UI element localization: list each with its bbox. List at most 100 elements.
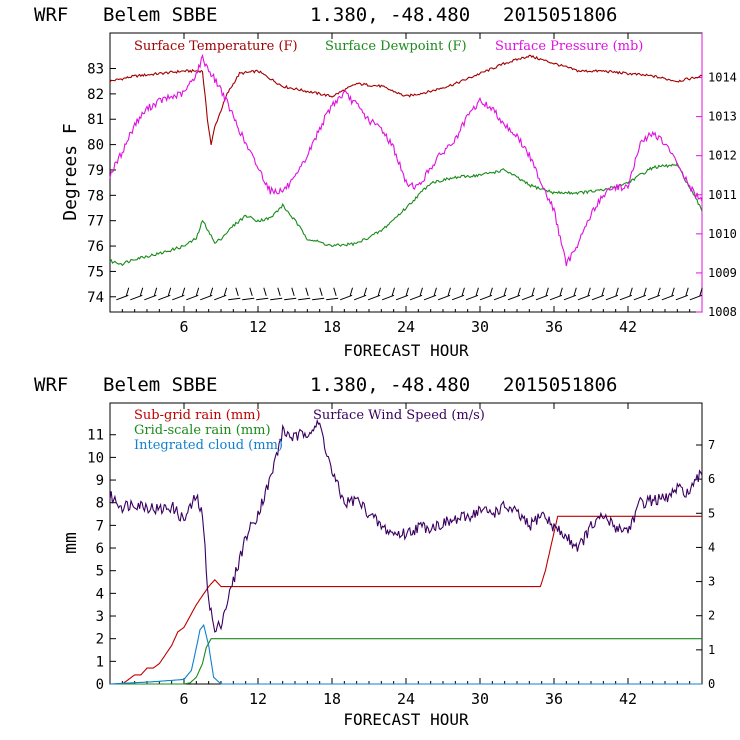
wind-barb xyxy=(661,287,675,301)
series-line-surface-temperature-f xyxy=(109,54,703,146)
y-left-tick-label: 76 xyxy=(87,239,104,255)
y-left-tick-label: 8 xyxy=(96,496,104,512)
wind-barb xyxy=(493,287,507,301)
y-left-tick-label: 6 xyxy=(96,541,104,557)
bottom-init-time: 2015051806 xyxy=(503,374,617,396)
wind-barb xyxy=(326,287,339,301)
wind-barb xyxy=(298,287,311,301)
bottom-xlabel: FORECAST HOUR xyxy=(343,710,469,729)
wind-barb xyxy=(451,287,465,301)
y-right-tick-label: 1009 xyxy=(708,266,737,280)
wind-barb xyxy=(437,287,451,301)
y-left-tick-label: 9 xyxy=(96,473,104,489)
series-line-integrated-cloud-mm xyxy=(109,623,702,685)
y-right-tick-label: 1014 xyxy=(708,71,737,85)
x-tick-label: 42 xyxy=(619,318,637,336)
wind-barb xyxy=(689,287,703,301)
wind-barb xyxy=(312,287,325,301)
wind-barb xyxy=(395,287,409,301)
series-line-grid-scale-rain-mm xyxy=(110,638,702,685)
y-right-tick-label: 6 xyxy=(708,472,715,486)
y-right-tick-label: 1012 xyxy=(708,149,737,163)
y-right-tick-label: 1010 xyxy=(708,227,737,241)
x-tick-label: 36 xyxy=(545,690,563,708)
y-right-tick-label: 1013 xyxy=(708,110,737,124)
wind-barb xyxy=(116,287,130,301)
wind-barb xyxy=(633,287,647,301)
bottom-model: WRF xyxy=(34,374,68,396)
y-left-tick-label: 78 xyxy=(87,188,104,204)
wind-barb xyxy=(186,287,200,301)
y-right-tick-label: 5 xyxy=(708,506,715,520)
top-legend-temp: Surface Temperature (F) xyxy=(134,39,298,54)
top-panel: WRF Belem SBBE 1.380, -48.480 2015051806… xyxy=(34,4,737,360)
y-right-tick-label: 1 xyxy=(708,643,715,657)
y-right-tick-label: 1008 xyxy=(708,305,737,319)
series-line-surface-pressure-mb xyxy=(109,53,703,267)
y-right-tick-label: 2 xyxy=(708,609,715,623)
y-right-tick-label: 4 xyxy=(708,540,715,554)
x-tick-label: 36 xyxy=(545,318,563,336)
wind-barb xyxy=(577,287,591,301)
wind-barb xyxy=(521,287,535,301)
y-left-tick-label: 4 xyxy=(96,586,104,602)
x-tick-label: 24 xyxy=(397,690,415,708)
wind-barb xyxy=(465,287,479,301)
y-left-tick-label: 82 xyxy=(87,87,104,103)
wind-barb xyxy=(284,287,297,301)
y-left-tick-label: 81 xyxy=(87,112,104,128)
wind-barb xyxy=(675,287,689,301)
y-left-tick-label: 2 xyxy=(96,632,104,648)
y-right-tick-label: 7 xyxy=(708,438,715,452)
wind-barb xyxy=(591,287,605,301)
y-left-tick-label: 74 xyxy=(87,290,104,306)
bottom-panel: WRF Belem SBBE 1.380, -48.480 2015051806… xyxy=(34,374,715,729)
y-left-tick-label: 10 xyxy=(87,450,104,466)
wind-barb xyxy=(367,287,381,301)
y-left-tick-label: 5 xyxy=(96,564,104,580)
bottom-legend-cloud: Integrated cloud (mm) xyxy=(134,438,283,453)
top-legend-dew: Surface Dewpoint (F) xyxy=(325,39,467,54)
wind-barbs xyxy=(116,287,703,301)
top-init-time: 2015051806 xyxy=(503,4,617,26)
bottom-station: Belem SBBE xyxy=(103,374,217,396)
y-left-tick-label: 80 xyxy=(87,138,104,154)
y-right-tick-label: 1011 xyxy=(708,188,737,202)
series-line-sub-grid-rain-mm xyxy=(110,515,702,685)
wind-barb xyxy=(479,287,493,301)
y-left-tick-label: 11 xyxy=(87,428,104,444)
x-tick-label: 6 xyxy=(179,690,188,708)
wind-barb xyxy=(200,287,214,301)
bottom-legend-wind: Surface Wind Speed (m/s) xyxy=(313,408,485,423)
y-right-tick-label: 0 xyxy=(708,677,715,691)
x-tick-label: 12 xyxy=(249,690,267,708)
y-left-tick-label: 79 xyxy=(87,163,104,179)
x-tick-label: 24 xyxy=(397,318,415,336)
top-coords: 1.380, -48.480 xyxy=(310,4,470,26)
x-tick-label: 30 xyxy=(471,690,489,708)
x-tick-label: 18 xyxy=(323,318,341,336)
top-model: WRF xyxy=(34,4,68,26)
wind-barb xyxy=(214,287,228,301)
y-left-tick-label: 0 xyxy=(96,677,104,693)
wind-barb xyxy=(605,287,619,301)
y-left-tick-label: 1 xyxy=(96,654,104,670)
wind-barb xyxy=(381,287,395,301)
x-tick-label: 6 xyxy=(179,318,188,336)
wind-barb xyxy=(270,287,283,301)
x-tick-label: 30 xyxy=(471,318,489,336)
wind-barb xyxy=(228,287,241,301)
wind-barb xyxy=(353,287,368,301)
x-tick-label: 12 xyxy=(249,318,267,336)
y-left-tick-label: 83 xyxy=(87,62,104,78)
wind-barb xyxy=(409,287,423,301)
y-left-tick-label: 75 xyxy=(87,264,104,280)
y-left-tick-label: 7 xyxy=(96,518,104,534)
wind-barb xyxy=(563,287,577,301)
wind-barb xyxy=(130,287,144,301)
x-tick-label: 18 xyxy=(323,690,341,708)
y-left-tick-label: 3 xyxy=(96,609,104,625)
bottom-coords: 1.380, -48.480 xyxy=(310,374,470,396)
wind-barb xyxy=(507,287,521,301)
